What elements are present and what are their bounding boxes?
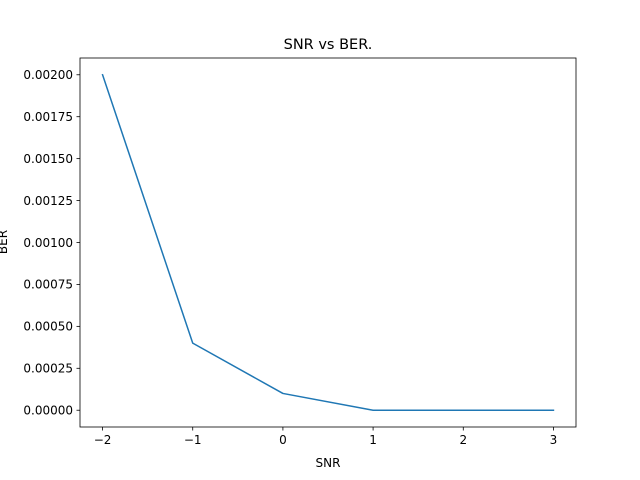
y-tick-label: 0.00125 <box>23 194 73 208</box>
y-axis-title: BER <box>0 230 10 254</box>
x-tick-label: 2 <box>459 433 467 447</box>
y-tick-label: 0.00025 <box>23 362 73 376</box>
y-tick-label: 0.00000 <box>23 404 73 418</box>
x-tick-label: −2 <box>94 433 112 447</box>
x-tick-label: 0 <box>279 433 287 447</box>
series-line-0 <box>101 73 555 411</box>
plot-area: −2 −1 0 1 2 3 0.00000 0.00025 0.00050 0.00075 0.00… <box>23 57 577 447</box>
x-tick-label: 3 <box>550 433 558 447</box>
y-tick-label: 0.00100 <box>23 236 73 250</box>
y-tick-label: 0.00150 <box>23 152 73 166</box>
y-tick-label: 0.00050 <box>23 320 73 334</box>
x-tick-label: −1 <box>184 433 202 447</box>
axes-frame <box>79 57 577 428</box>
x-tick-label: 1 <box>369 433 377 447</box>
x-axis-title: SNR <box>316 456 341 470</box>
y-tick-label: 0.00200 <box>23 68 73 82</box>
y-tick-label: 0.00175 <box>23 110 73 124</box>
y-tick-label: 0.00075 <box>23 278 73 292</box>
chart-title: SNR vs BER. <box>284 37 373 53</box>
